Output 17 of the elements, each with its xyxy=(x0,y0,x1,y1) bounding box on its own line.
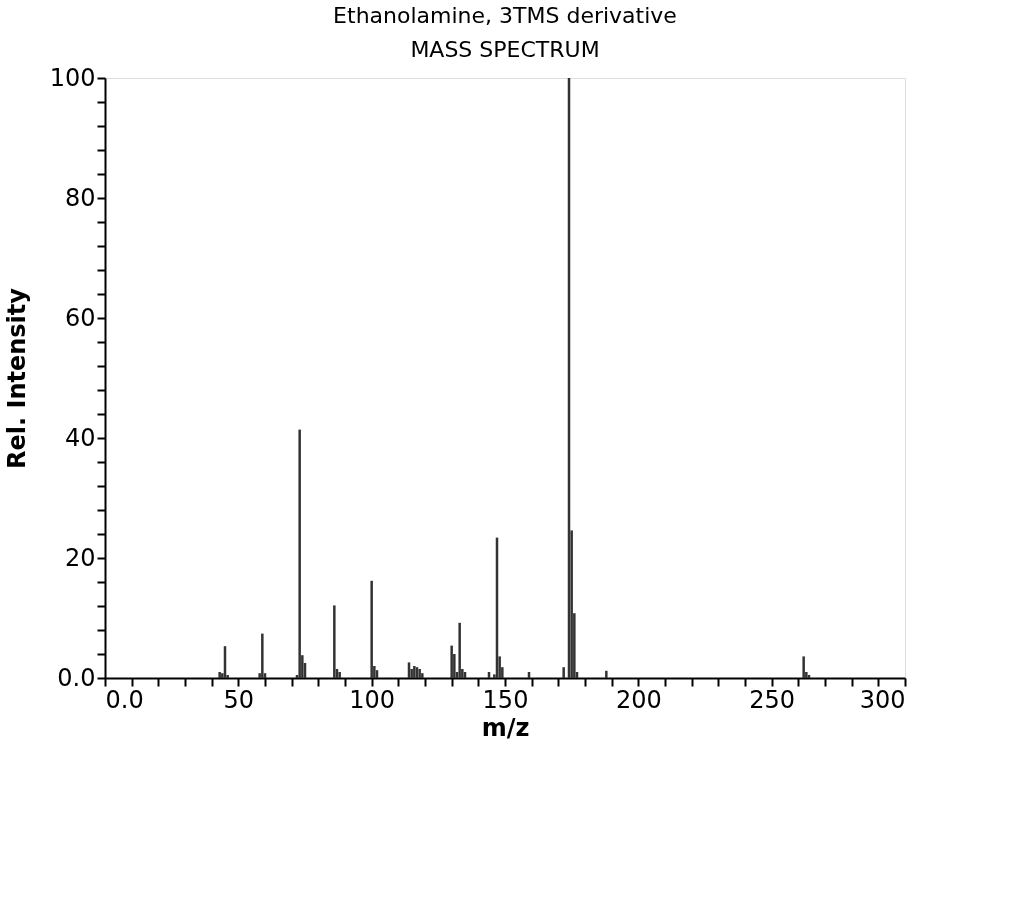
x-tick-label: 0.0 xyxy=(105,685,144,714)
x-tick-label: 300 xyxy=(859,685,906,714)
y-axis-title: Rel. Intensity xyxy=(2,287,31,469)
x-axis-title: m/z xyxy=(481,713,530,742)
y-tick-label: 40 xyxy=(64,423,96,452)
y-tick-label: 0.0 xyxy=(57,663,96,692)
y-tick-label: 60 xyxy=(64,303,96,332)
chart-title: Ethanolamine, 3TMS derivative xyxy=(333,3,677,28)
x-tick-label: 200 xyxy=(615,685,662,714)
chart-subtitle: MASS SPECTRUM xyxy=(410,37,600,62)
y-tick-label: 100 xyxy=(49,63,96,92)
x-tick-label: 150 xyxy=(482,685,529,714)
x-tick-label: 250 xyxy=(749,685,796,714)
x-tick-label: 100 xyxy=(349,685,396,714)
y-tick-label: 20 xyxy=(64,543,96,572)
x-tick-label: 50 xyxy=(223,685,255,714)
y-tick-label: 80 xyxy=(64,183,96,212)
